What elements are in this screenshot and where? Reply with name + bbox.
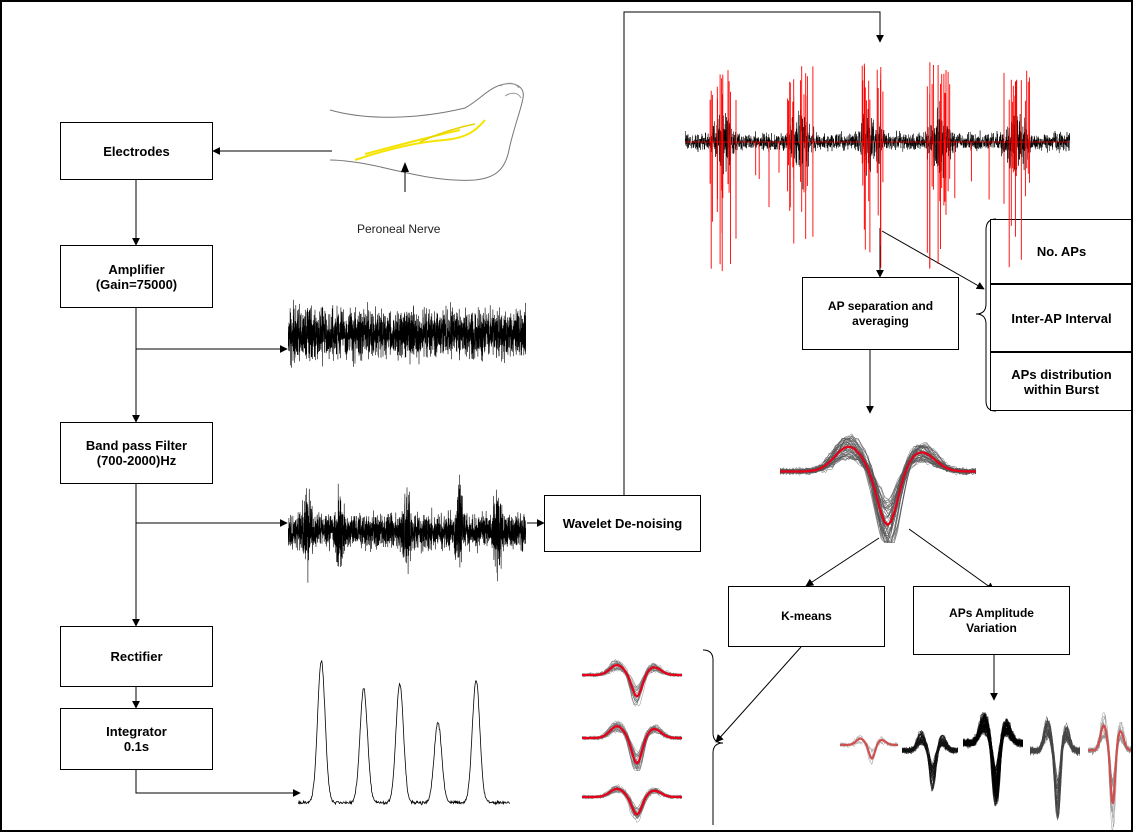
amplitude-variation-block: APs Amplitude Variation (913, 586, 1070, 655)
mean-waveform (1088, 723, 1133, 804)
brace-clusters (702, 649, 724, 825)
mean-waveform (840, 737, 898, 760)
arrow-to-amplitude-variation (908, 528, 995, 591)
arrow-to-outputs (881, 230, 985, 290)
filtered-msna-signal (288, 474, 526, 583)
amplitude-class-3 (963, 711, 1023, 807)
detected-ap-markers (709, 62, 1030, 272)
mean-waveform (582, 663, 682, 698)
amplitude-class-1 (840, 734, 898, 766)
electrodes-block: Electrodes (60, 122, 213, 180)
amplitude-class-5 (1088, 712, 1133, 830)
mean-waveform (780, 445, 976, 527)
bandpass-filter-block: Band pass Filter (700-2000)Hz (60, 422, 213, 484)
brace-outputs (975, 218, 997, 412)
signal-trace (288, 474, 526, 583)
integrated-msna-signal (298, 660, 510, 806)
kmeans-block: K-means (728, 586, 885, 647)
integrated-trace (298, 660, 510, 806)
arrow-to-kmeans (805, 537, 880, 587)
arrow-to-integrated-signal (135, 770, 301, 797)
inter-ap-interval-output: Inter-AP Interval (990, 284, 1133, 352)
leg-illustration (329, 82, 524, 192)
raw-msna-signal (288, 299, 526, 368)
averaged-ap-waveform (780, 433, 976, 543)
arrow-wavelet-to-denoised (623, 11, 884, 495)
arrow-kmeans-to-clusters (715, 646, 802, 743)
mean-waveform (582, 787, 682, 816)
rectifier-block: Rectifier (60, 626, 213, 687)
signal-trace (288, 299, 526, 368)
peroneal-nerve-label: Peroneal Nerve (357, 222, 441, 236)
nerve-path (354, 119, 486, 161)
amplifier-block: Amplifier (Gain=75000) (60, 245, 213, 308)
ap-distribution-output: APs distribution within Burst (990, 352, 1133, 411)
wavelet-denoising-block: Wavelet De-noising (544, 495, 701, 552)
kmeans-cluster-2 (582, 720, 682, 771)
mean-waveform (582, 725, 682, 765)
amplitude-class-2 (902, 730, 958, 792)
ap-separation-block: AP separation and averaging (802, 277, 959, 350)
denoised-signal-with-detected-aps (685, 62, 1070, 272)
integrator-block: Integrator 0.1s (60, 708, 213, 770)
kmeans-cluster-1 (582, 658, 682, 708)
kmeans-cluster-3 (582, 784, 682, 823)
amplitude-class-4 (1030, 716, 1080, 821)
